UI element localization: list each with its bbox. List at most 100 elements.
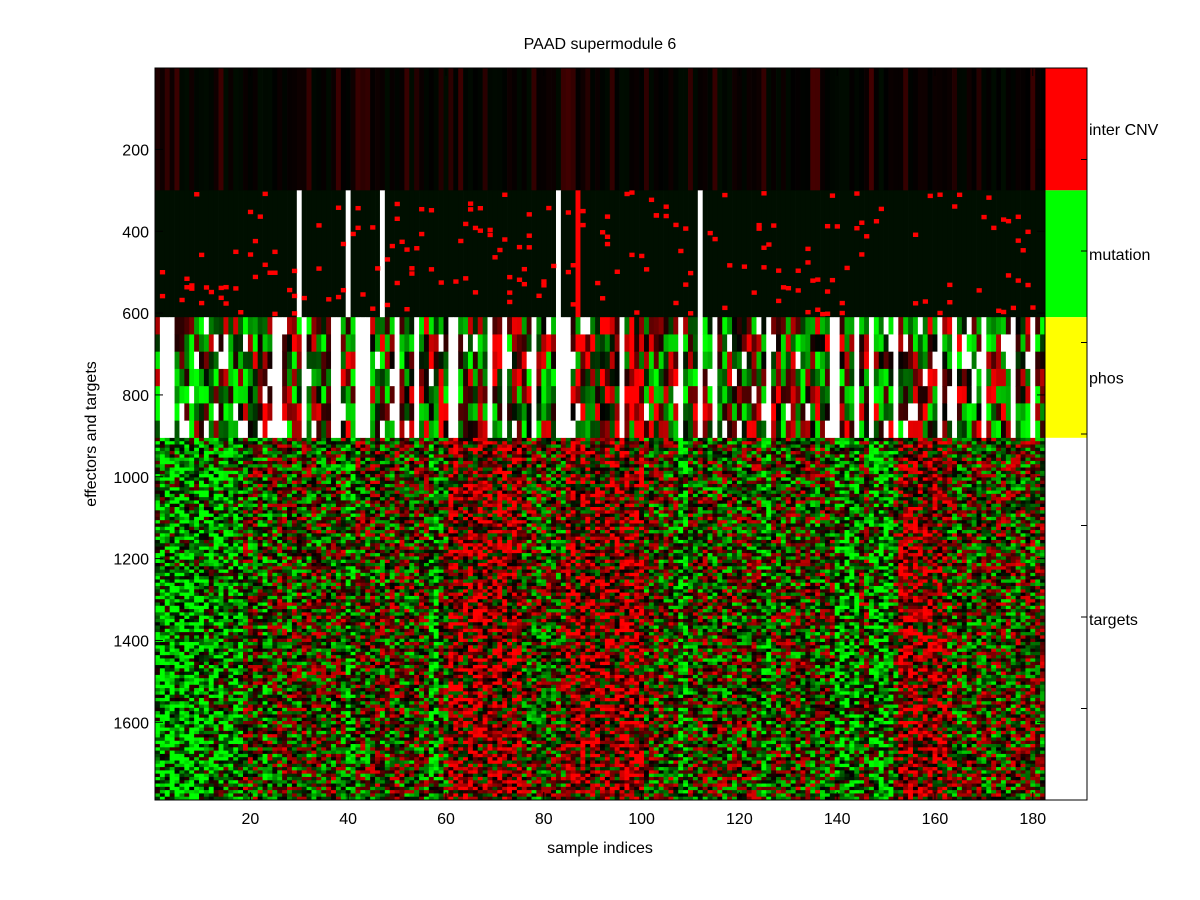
target-cell [263,672,268,676]
target-cell [263,461,268,465]
target-cell [179,784,184,788]
phos-cell [786,403,791,421]
target-cell [277,721,282,725]
target-cell [219,635,224,639]
target-cell [287,668,292,672]
target-cell [170,665,175,669]
target-cell [160,780,165,784]
phos-cell [815,352,820,370]
target-cell [179,533,184,537]
phos-cell [1001,352,1006,370]
target-cell [219,527,224,531]
target-cell [233,533,238,537]
target-cell [184,724,189,728]
phos-cell [595,352,600,370]
target-cell [179,481,184,485]
target-cell [199,537,204,541]
target-cell [223,629,228,633]
target-cell [277,757,282,761]
target-cell [165,685,170,689]
target-cell [184,596,189,600]
target-cell [223,530,228,534]
target-cell [189,658,194,662]
cnv-cell [576,68,581,191]
target-cell [248,728,253,732]
phos-cell [610,403,615,421]
target-cell [258,662,263,666]
target-cell [243,520,248,524]
target-cell [297,622,302,626]
target-cell [184,510,189,514]
target-cell [253,458,258,462]
target-cell [287,612,292,616]
phos-cell [752,317,757,335]
target-cell [248,672,253,676]
target-cell [253,711,258,715]
target-cell [199,767,204,771]
mutation-cell [898,190,903,317]
target-cell [253,757,258,761]
target-cell [204,500,209,504]
phos-cell [326,369,331,387]
target-cell [209,714,214,718]
target-cell [199,461,204,465]
target-cell [209,474,214,478]
target-cell [214,668,219,672]
target-cell [209,583,214,587]
target-cell [277,728,282,732]
target-cell [287,777,292,781]
phos-cell [595,317,600,335]
target-cell [223,790,228,794]
target-cell [214,741,219,745]
phos-cell [551,369,556,387]
target-cell [160,586,165,590]
cnv-cell [972,68,977,191]
phos-cell [253,352,258,370]
target-cell [170,540,175,544]
mutation-mark [463,222,468,226]
cnv-cell [375,68,380,191]
mutation-missing-cell [346,190,351,317]
target-cell [194,599,199,603]
phos-cell [576,352,581,370]
phos-cell [742,421,747,439]
target-cell [277,711,282,715]
target-cell [184,728,189,732]
phos-cell [610,386,615,404]
target-cell [209,639,214,643]
phos-cell [673,369,678,387]
target-cell [292,777,297,781]
target-cell [175,635,180,639]
target-cell [267,560,272,564]
target-cell [223,563,228,567]
target-cell [233,645,238,649]
target-cell [248,593,253,597]
target-cell [287,481,292,485]
phos-cell [546,352,551,370]
phos-cell [722,334,727,352]
target-cell [302,665,307,669]
target-cell [282,494,287,498]
mutation-mark [527,233,532,237]
target-cell [184,787,189,791]
target-cell [170,649,175,653]
phos-cell [194,334,199,352]
phos-cell [913,334,918,352]
phos-cell [1006,369,1011,387]
target-cell [155,635,160,639]
target-cell [209,589,214,593]
mutation-cell [566,190,571,317]
target-cell [214,586,219,590]
phos-cell [429,317,434,335]
mutation-cell [365,190,370,317]
mutation-cell [404,190,409,317]
cnv-cell [409,68,414,191]
target-cell [199,520,204,524]
target-cell [263,751,268,755]
target-cell [277,543,282,547]
phos-cell [644,421,649,439]
target-cell [263,724,268,728]
target-cell [238,599,243,603]
cnv-cell [610,68,615,191]
phos-cell [786,386,791,404]
